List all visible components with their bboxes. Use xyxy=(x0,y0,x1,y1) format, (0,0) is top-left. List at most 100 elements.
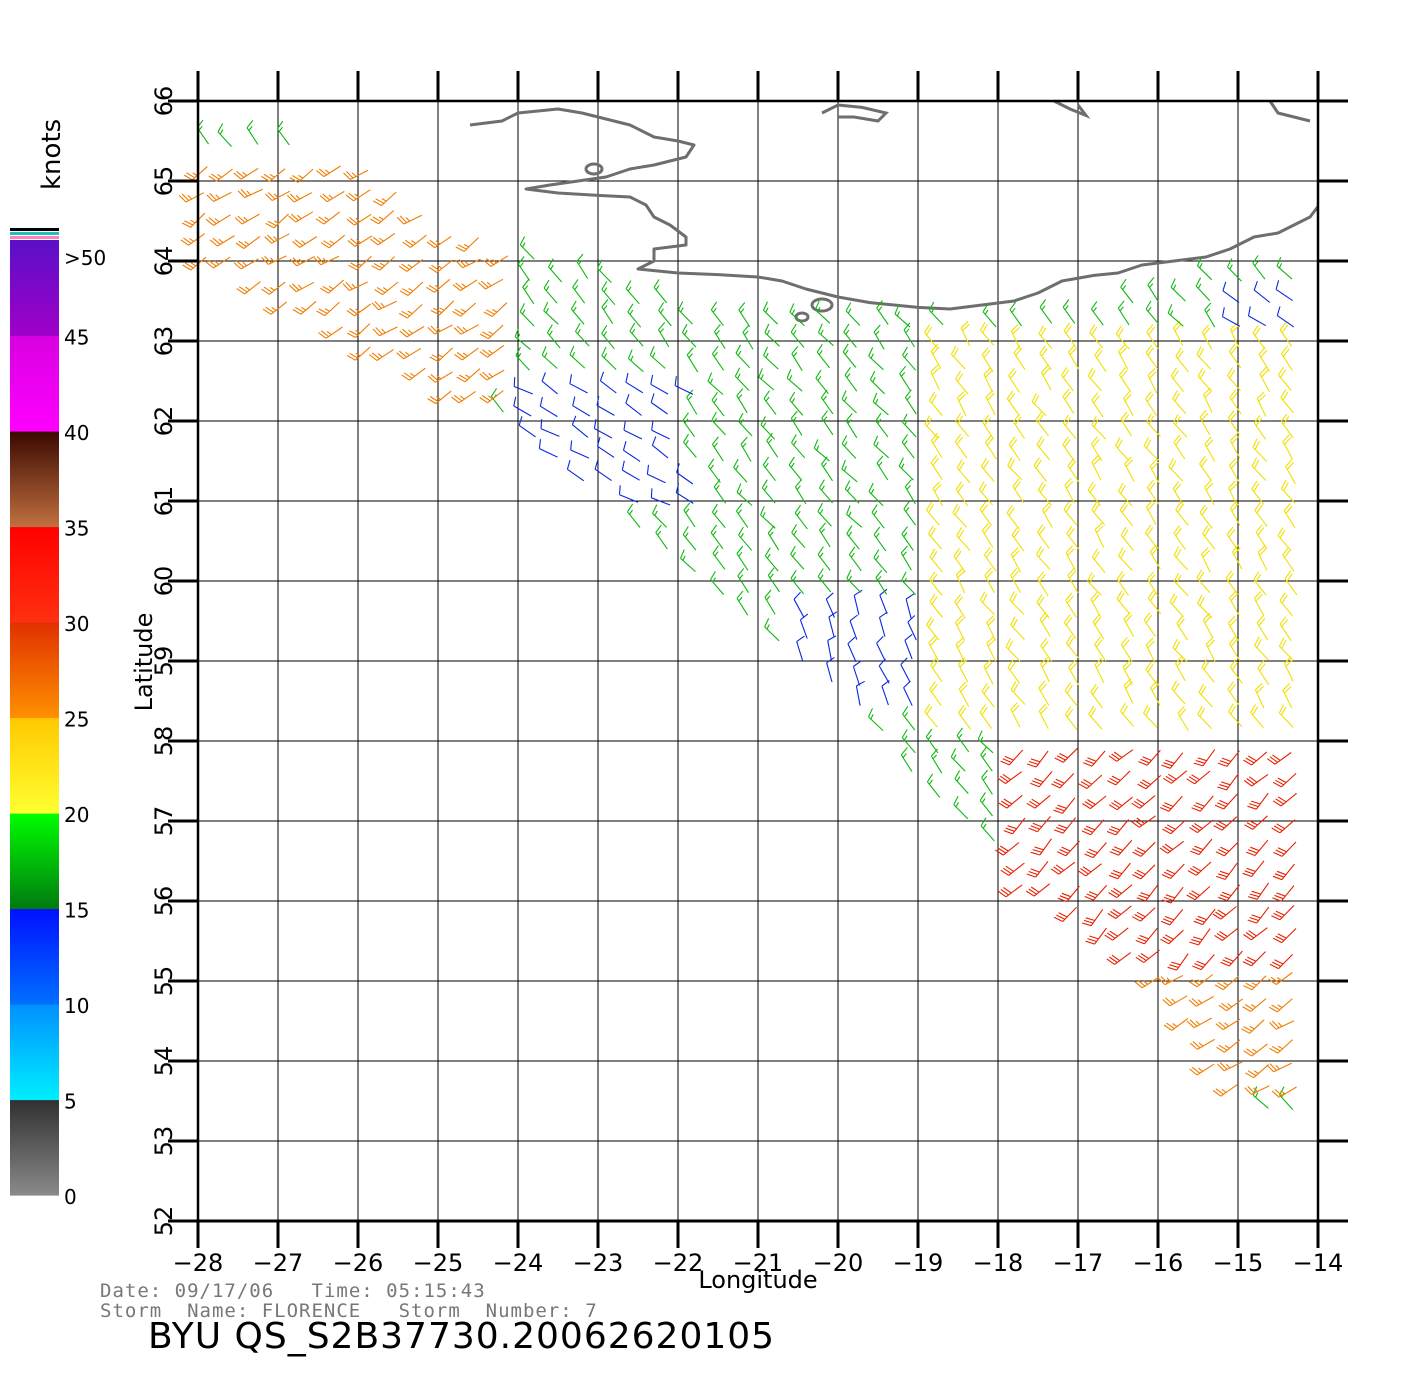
wind-barb xyxy=(980,817,995,842)
wind-barb xyxy=(452,302,477,317)
wind-barb xyxy=(401,367,426,381)
wind-barb xyxy=(313,255,340,266)
wind-barb xyxy=(1010,702,1021,728)
wind-barb xyxy=(235,236,261,249)
wind-barb xyxy=(1082,750,1106,767)
wind-barb xyxy=(711,411,726,436)
wind-barb xyxy=(1037,481,1052,506)
map-frame xyxy=(168,71,1348,1248)
wind-barb xyxy=(1109,839,1133,856)
wind-barb xyxy=(1000,862,1025,876)
wind-barb xyxy=(1243,751,1268,766)
wind-barb xyxy=(1193,749,1216,767)
wind-barb xyxy=(1061,367,1074,392)
wind-barb xyxy=(456,368,481,383)
wind-barb xyxy=(1163,1018,1189,1031)
wind-barb xyxy=(1201,324,1213,350)
latitude-tick-label: 53 xyxy=(150,1126,178,1157)
wind-barb xyxy=(1094,347,1107,373)
wind-barb xyxy=(430,300,455,316)
wind-barb xyxy=(954,770,969,794)
wind-barb xyxy=(1188,996,1214,1007)
colorbar-band xyxy=(10,908,59,1005)
wind-barb xyxy=(955,481,969,507)
wind-barb xyxy=(953,795,969,820)
wind-barb xyxy=(652,504,668,528)
wind-barb xyxy=(682,526,697,551)
wind-barb xyxy=(479,369,505,381)
wind-barb xyxy=(930,343,942,369)
longitude-tick-labels: −28 −27 −26 −25 −24 −23 −22 −21 −20 −19 −18 −17 −16 −… xyxy=(173,1249,1344,1277)
wind-barb xyxy=(900,545,912,571)
wind-barb xyxy=(846,505,863,528)
wind-barb xyxy=(625,280,640,305)
wind-barb xyxy=(759,505,776,529)
wind-barb xyxy=(1216,862,1238,880)
latitude-tick-label: 62 xyxy=(150,406,178,437)
wind-barb xyxy=(1089,324,1104,349)
wind-barb xyxy=(1010,616,1025,640)
wind-barb xyxy=(1177,705,1189,731)
wind-barb xyxy=(178,192,204,203)
wind-barb xyxy=(1167,953,1189,971)
wind-barb xyxy=(736,590,749,616)
wind-barb xyxy=(929,392,943,416)
wind-barb xyxy=(901,526,914,551)
wind-barb xyxy=(995,842,1020,856)
wind-barb xyxy=(209,235,235,247)
wind-barb xyxy=(1028,816,1051,833)
wind-barb xyxy=(848,546,862,572)
wind-barbs xyxy=(178,119,1298,1111)
colorbar-cap-stripe xyxy=(10,236,59,239)
colorbar-tick-label: 0 xyxy=(64,1185,77,1209)
wind-barb xyxy=(1053,797,1076,814)
wind-barb xyxy=(372,191,397,206)
wind-barb xyxy=(844,366,858,392)
wind-barb xyxy=(1135,928,1158,945)
wind-barb xyxy=(1215,1018,1241,1031)
wind-barb xyxy=(1084,884,1108,901)
wind-barb xyxy=(742,324,754,350)
wind-barb xyxy=(846,569,862,593)
wind-barb xyxy=(1119,501,1134,527)
wind-barb xyxy=(1091,548,1106,573)
wind-barb xyxy=(396,347,422,360)
wind-barb xyxy=(1159,840,1185,854)
wind-barb xyxy=(1242,998,1267,1012)
wind-barb xyxy=(956,459,971,484)
wind-barb xyxy=(764,618,780,642)
wind-barb xyxy=(713,478,727,504)
wind-barb xyxy=(984,567,995,594)
wind-barb xyxy=(1039,611,1051,637)
latitude-tick-label: 65 xyxy=(150,166,178,197)
wind-barb xyxy=(733,458,748,483)
wind-barb xyxy=(986,615,996,641)
wind-barb xyxy=(650,374,669,395)
wind-barb xyxy=(1169,593,1184,618)
wind-barb xyxy=(791,346,803,371)
wind-barb xyxy=(1256,615,1269,641)
wind-barb xyxy=(1269,954,1293,970)
wind-barb xyxy=(980,321,995,346)
wind-barb xyxy=(1215,841,1239,857)
wind-barb xyxy=(1106,819,1130,836)
wind-barb xyxy=(1064,478,1075,504)
wind-barb xyxy=(479,345,505,358)
wind-barb xyxy=(1007,456,1023,481)
wind-barb xyxy=(370,210,395,225)
wind-barb xyxy=(1256,391,1267,417)
coastline-iceland xyxy=(469,99,1320,323)
wind-barb xyxy=(262,301,288,315)
wind-barb xyxy=(427,371,453,383)
wind-barb xyxy=(316,301,340,317)
wind-barb xyxy=(261,281,286,295)
wind-barb xyxy=(320,234,346,249)
wind-barb xyxy=(1006,390,1020,416)
latitude-tick-label: 63 xyxy=(150,326,178,357)
wind-barb xyxy=(764,589,776,615)
wind-barb xyxy=(316,165,341,178)
wind-barb xyxy=(789,391,804,416)
wind-barb xyxy=(1062,299,1076,324)
wind-barb xyxy=(1118,344,1129,370)
wind-barb xyxy=(1199,455,1212,481)
